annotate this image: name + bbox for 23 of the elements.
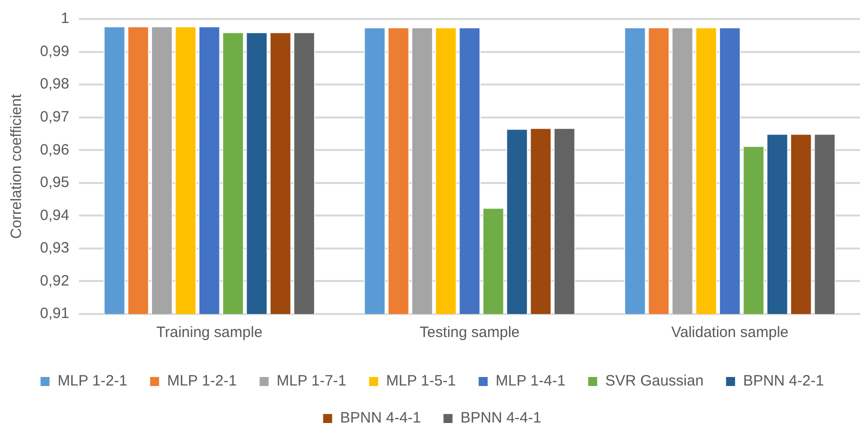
legend-label: MLP 1-5-1 xyxy=(386,372,456,390)
legend-label: MLP 1-7-1 xyxy=(276,372,346,390)
x-tick-label: Validation sample xyxy=(671,324,789,342)
y-axis-title: Correlation coefficient xyxy=(8,93,26,239)
y-tick-label: 0,97 xyxy=(40,108,70,126)
legend-label: BPNN 4-4-1 xyxy=(340,410,421,427)
y-tick-label: 0,96 xyxy=(40,141,70,158)
y-tick-label: 0,93 xyxy=(40,240,70,257)
legend-label: MLP 1-2-1 xyxy=(58,372,128,390)
y-tick-label: 0,98 xyxy=(40,76,70,93)
x-tick-label: Training sample xyxy=(156,324,262,342)
y-tick-label: 0,91 xyxy=(40,305,70,322)
y-tick-label: 0,99 xyxy=(40,42,70,60)
legend-label: MLP 1-4-1 xyxy=(496,372,566,390)
y-tick-label: 0,92 xyxy=(40,272,70,290)
legend-label: BPNN 4-2-1 xyxy=(743,372,824,390)
legend-label: BPNN 4-4-1 xyxy=(460,410,542,427)
y-tick-label: 0,95 xyxy=(40,174,70,192)
legend-label: MLP 1-2-1 xyxy=(167,372,237,390)
y-tick-label: 0,94 xyxy=(40,206,70,224)
y-tick-label: 1 xyxy=(60,10,70,28)
legend-label: SVR Gaussian xyxy=(605,372,704,390)
x-tick-label: Testing sample xyxy=(420,324,520,342)
